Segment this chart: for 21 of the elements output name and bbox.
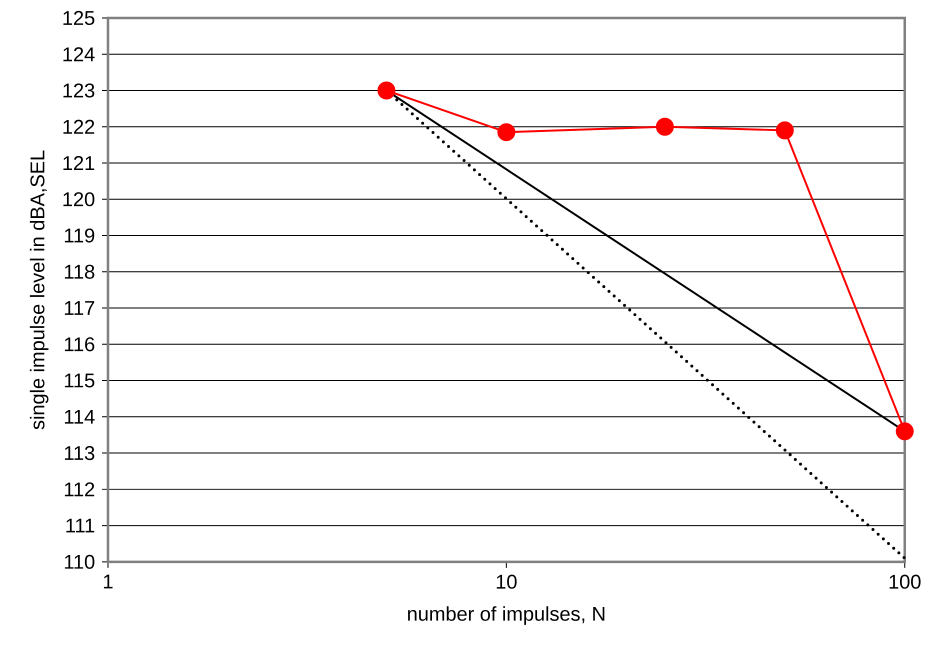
x-axis-title: number of impulses, N — [408, 606, 604, 625]
y-tick-label: 118 — [64, 264, 94, 279]
y-tick-label: 113 — [64, 446, 94, 460]
y-tick-label: 119 — [64, 228, 94, 243]
x-tick-label: 100 — [890, 574, 921, 589]
y-tick-label: 124 — [63, 47, 95, 62]
y-tick-label: 111 — [66, 518, 94, 533]
y-tick-label: 116 — [64, 337, 94, 352]
y-tick-label: 115 — [64, 374, 94, 388]
x-tick-label: 1 — [104, 574, 113, 588]
y-tick-label: 117 — [64, 301, 94, 315]
y-tick-label: 110 — [64, 554, 94, 569]
y-axis-title: single impulse level in dBA,SEL — [30, 150, 48, 430]
x-tick-label: 10 — [496, 574, 517, 589]
y-tick-label: 112 — [64, 482, 94, 496]
y-tick-label: 120 — [63, 192, 94, 206]
y-tick-label: 123 — [63, 84, 94, 98]
y-tick-label: 114 — [64, 410, 95, 424]
y-tick-label: 125 — [63, 11, 94, 26]
y-tick-label: 122 — [63, 120, 94, 134]
y-tick-label: 121 — [63, 156, 94, 170]
